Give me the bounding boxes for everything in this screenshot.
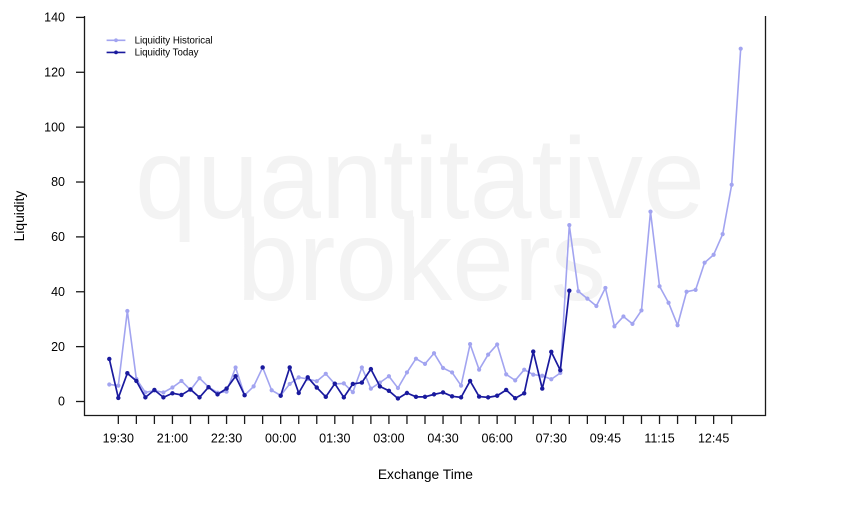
svg-text:0: 0 <box>58 395 65 409</box>
svg-text:brokers: brokers <box>237 196 606 324</box>
svg-text:09:45: 09:45 <box>590 432 621 446</box>
svg-text:100: 100 <box>44 120 65 134</box>
svg-text:04:30: 04:30 <box>427 432 458 446</box>
svg-text:00:00: 00:00 <box>265 432 296 446</box>
svg-text:60: 60 <box>51 230 65 244</box>
svg-text:22:30: 22:30 <box>211 432 242 446</box>
svg-text:Liquidity Historical: Liquidity Historical <box>135 36 213 47</box>
svg-text:Liquidity Today: Liquidity Today <box>135 48 199 59</box>
svg-text:80: 80 <box>51 175 65 189</box>
svg-text:03:00: 03:00 <box>373 432 404 446</box>
svg-text:20: 20 <box>51 340 65 354</box>
svg-text:120: 120 <box>44 65 65 79</box>
svg-text:07:30: 07:30 <box>536 432 567 446</box>
svg-text:19:30: 19:30 <box>103 432 134 446</box>
svg-text:Exchange Time: Exchange Time <box>378 467 473 482</box>
svg-text:40: 40 <box>51 285 65 299</box>
svg-text:Liquidity: Liquidity <box>12 191 27 242</box>
svg-text:140: 140 <box>44 11 65 25</box>
svg-text:quantitative: quantitative <box>135 113 705 242</box>
svg-text:06:00: 06:00 <box>482 432 513 446</box>
svg-text:12:45: 12:45 <box>698 432 729 446</box>
svg-text:11:15: 11:15 <box>644 432 674 446</box>
svg-text:01:30: 01:30 <box>319 432 350 446</box>
svg-text:21:00: 21:00 <box>157 432 188 446</box>
